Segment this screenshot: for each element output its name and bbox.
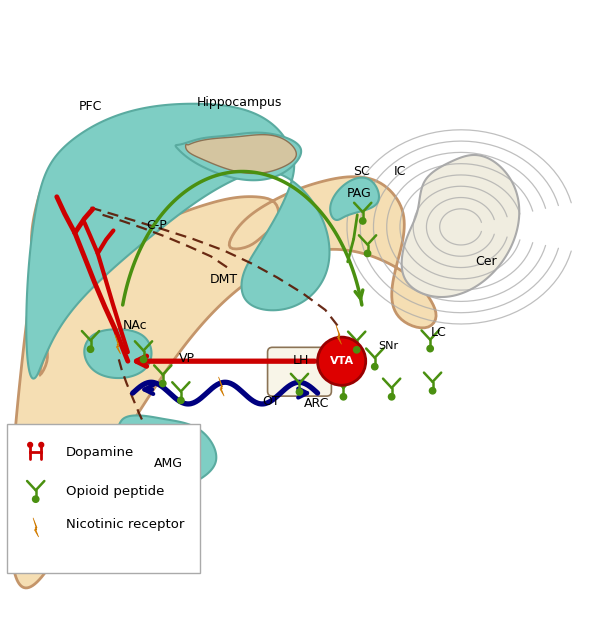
Text: PFC: PFC (79, 100, 102, 113)
Circle shape (388, 394, 395, 400)
Polygon shape (336, 325, 342, 344)
Text: LH: LH (292, 354, 309, 367)
Circle shape (296, 389, 302, 395)
Text: VTA: VTA (330, 356, 354, 366)
Circle shape (371, 363, 378, 370)
FancyBboxPatch shape (267, 347, 332, 396)
Polygon shape (10, 177, 436, 588)
Circle shape (359, 218, 366, 224)
Circle shape (340, 394, 347, 400)
Text: C-P: C-P (146, 219, 167, 232)
Text: SNr: SNr (378, 341, 399, 351)
Text: ARC: ARC (304, 397, 330, 410)
Circle shape (33, 496, 39, 502)
Circle shape (28, 443, 33, 447)
Polygon shape (26, 104, 330, 379)
Polygon shape (175, 133, 301, 180)
Text: AMG: AMG (154, 457, 183, 470)
Circle shape (364, 250, 371, 257)
FancyBboxPatch shape (7, 424, 200, 573)
Polygon shape (330, 177, 379, 220)
Circle shape (318, 337, 366, 385)
Circle shape (178, 397, 184, 404)
Text: OT: OT (263, 395, 280, 408)
Circle shape (430, 388, 436, 394)
Polygon shape (33, 518, 39, 537)
Polygon shape (108, 415, 217, 492)
Text: SC: SC (353, 165, 370, 178)
Circle shape (427, 345, 433, 352)
Text: Hippocampus: Hippocampus (197, 95, 282, 108)
Circle shape (39, 443, 44, 447)
Circle shape (140, 356, 146, 363)
Polygon shape (218, 377, 224, 396)
Polygon shape (84, 329, 151, 378)
Polygon shape (402, 155, 519, 297)
Circle shape (87, 346, 94, 352)
Polygon shape (115, 335, 120, 354)
Text: DMT: DMT (210, 273, 238, 286)
Text: IC: IC (394, 165, 406, 178)
Text: Nicotinic receptor: Nicotinic receptor (66, 518, 184, 531)
Text: NAc: NAc (123, 319, 148, 332)
Text: VP: VP (179, 352, 195, 365)
Text: Cer: Cer (476, 255, 497, 268)
Text: PAG: PAG (347, 187, 371, 200)
Circle shape (160, 380, 166, 387)
Polygon shape (186, 135, 296, 174)
Text: Opioid peptide: Opioid peptide (66, 485, 164, 498)
Text: LC: LC (431, 326, 446, 339)
Text: Dopamine: Dopamine (66, 446, 134, 459)
Circle shape (353, 347, 360, 353)
